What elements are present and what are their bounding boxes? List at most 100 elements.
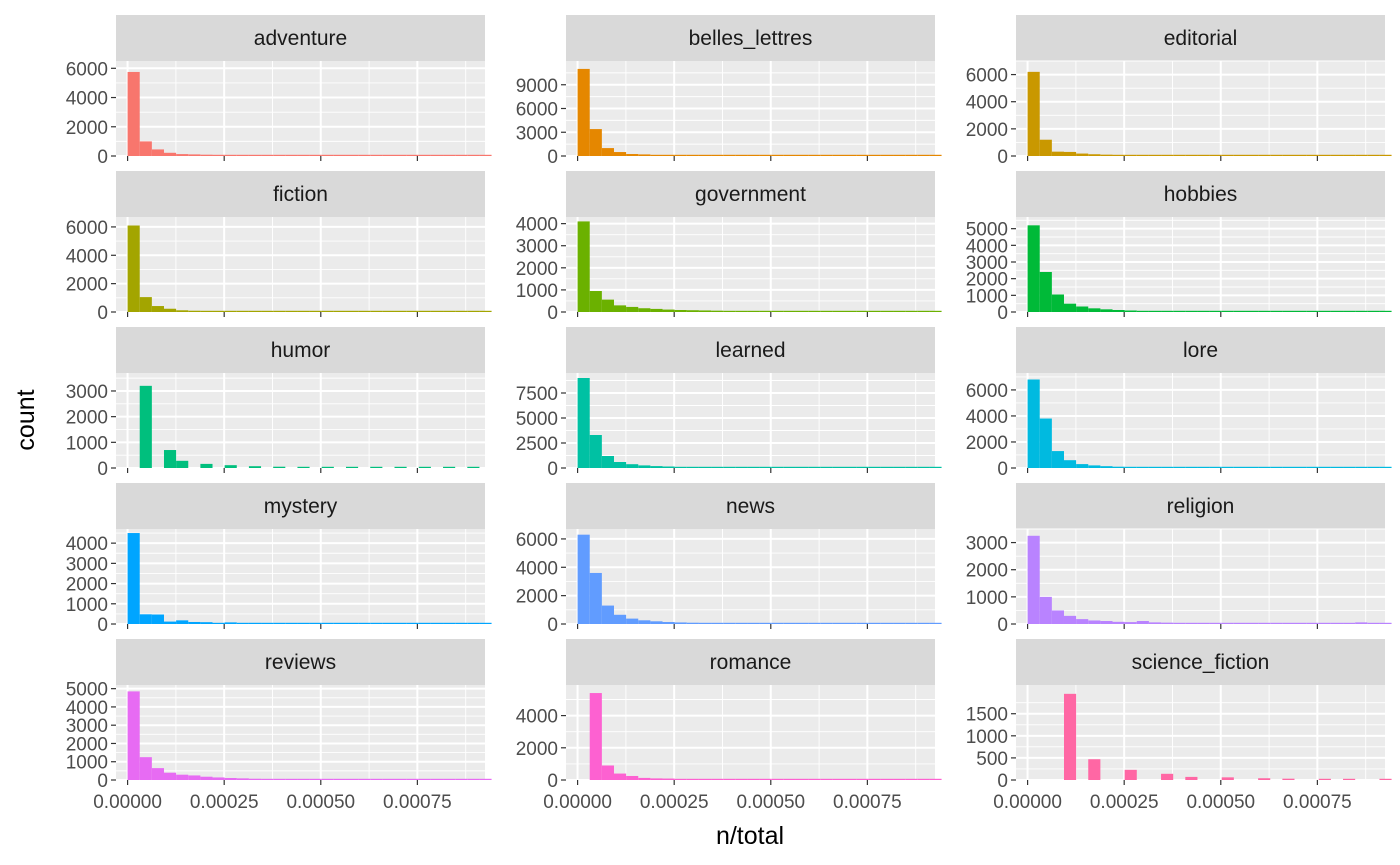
panel-background <box>116 685 485 780</box>
histogram-bar <box>747 154 760 156</box>
histogram-bar <box>723 154 736 156</box>
histogram-bar <box>808 466 821 468</box>
histogram-bar <box>759 154 772 156</box>
histogram-bar <box>418 466 431 468</box>
histogram-bar <box>321 310 334 312</box>
y-tick-label: 4000 <box>966 407 1008 428</box>
histogram-bar <box>650 778 663 780</box>
histogram-bar <box>1185 154 1198 156</box>
histogram-bar <box>394 622 407 624</box>
y-tick-label: 1000 <box>966 286 1008 307</box>
y-tick-label: 3000 <box>516 237 558 258</box>
histogram-bar <box>430 778 444 780</box>
histogram-bar <box>1318 466 1331 468</box>
histogram-bar <box>1282 466 1295 468</box>
histogram-bar <box>711 778 724 780</box>
histogram-bar <box>345 310 359 312</box>
histogram-bar <box>1282 778 1295 780</box>
histogram-bar <box>1245 466 1259 468</box>
facet-strip-label: editorial <box>1164 27 1238 50</box>
histogram-bar <box>905 622 918 624</box>
facet-strip-label: government <box>695 183 806 206</box>
histogram-bar <box>297 622 310 624</box>
histogram-bar <box>212 310 225 312</box>
histogram-bar <box>345 778 359 780</box>
histogram-bar <box>1221 622 1234 624</box>
histogram-bar <box>1173 154 1186 156</box>
histogram-bar <box>382 154 395 156</box>
histogram-bar <box>188 775 201 780</box>
histogram-bar <box>577 221 590 312</box>
y-tick-label: 2000 <box>966 120 1008 141</box>
y-tick-label: 2000 <box>966 270 1008 291</box>
histogram-bar <box>394 154 407 156</box>
histogram-bar <box>868 310 881 312</box>
histogram-bar <box>674 466 687 468</box>
histogram-bar <box>1076 153 1089 156</box>
histogram-bar <box>248 154 262 156</box>
histogram-bar <box>1112 621 1125 624</box>
histogram-bar <box>1088 154 1101 156</box>
histogram-bar <box>674 154 687 156</box>
histogram-bar <box>698 778 712 780</box>
histogram-bar <box>771 778 784 780</box>
panel-background <box>566 217 935 312</box>
histogram-bar <box>917 154 930 156</box>
histogram-bar <box>1270 154 1283 156</box>
histogram-bar <box>1233 622 1246 624</box>
histogram-bar <box>1161 622 1174 624</box>
histogram-bar <box>880 154 894 156</box>
histogram-bar <box>345 154 359 156</box>
histogram-bar <box>759 310 772 312</box>
histogram-bar <box>759 622 772 624</box>
histogram-bar <box>1270 310 1283 312</box>
histogram-bar <box>479 310 492 312</box>
panel-background <box>566 529 935 624</box>
y-tick-label: 0 <box>997 303 1008 324</box>
y-tick-label: 2000 <box>966 561 1008 582</box>
histogram-bar <box>832 466 845 468</box>
y-tick-label: 0 <box>97 615 108 636</box>
histogram-bar <box>638 154 651 156</box>
histogram-bar <box>626 464 639 468</box>
histogram-bar <box>1112 310 1125 312</box>
y-tick-label: 4000 <box>66 534 108 555</box>
histogram-bar <box>382 778 395 780</box>
histogram-bar <box>1343 466 1356 468</box>
histogram-bar <box>601 299 614 312</box>
histogram-bar <box>236 622 249 624</box>
histogram-bar <box>626 154 639 156</box>
histogram-bar <box>674 778 687 780</box>
histogram-bar <box>406 310 419 312</box>
histogram-bar <box>212 622 225 624</box>
histogram-bar <box>1221 154 1234 156</box>
facet-religion: religion 0 1000 2000 3000 <box>966 483 1392 636</box>
histogram-bar <box>321 466 334 468</box>
histogram-bar <box>1221 310 1234 312</box>
histogram-bar <box>747 310 760 312</box>
histogram-bar <box>856 622 869 624</box>
histogram-bar <box>1355 622 1368 624</box>
histogram-bar <box>1343 154 1356 156</box>
facet-strip <box>116 483 485 529</box>
histogram-bar <box>795 310 809 312</box>
y-tick-label: 1500 <box>966 705 1008 726</box>
histogram-bar <box>309 154 322 156</box>
histogram-bar <box>1197 466 1210 468</box>
histogram-bar <box>832 778 845 780</box>
histogram-bar <box>212 154 225 156</box>
y-tick-label: 5000 <box>516 409 558 430</box>
histogram-bar <box>467 310 480 312</box>
y-tick-label: 0 <box>547 615 558 636</box>
facet-strip-label: hobbies <box>1164 183 1238 206</box>
histogram-bar <box>151 768 164 780</box>
y-tick-label: 2500 <box>516 434 558 455</box>
histogram-bar <box>1076 464 1089 468</box>
panel-background <box>566 373 935 468</box>
histogram-bar <box>443 310 456 312</box>
histogram-bar <box>345 622 359 624</box>
histogram-bar <box>1185 466 1198 468</box>
histogram-bar <box>1063 693 1077 780</box>
histogram-bar <box>309 778 322 780</box>
